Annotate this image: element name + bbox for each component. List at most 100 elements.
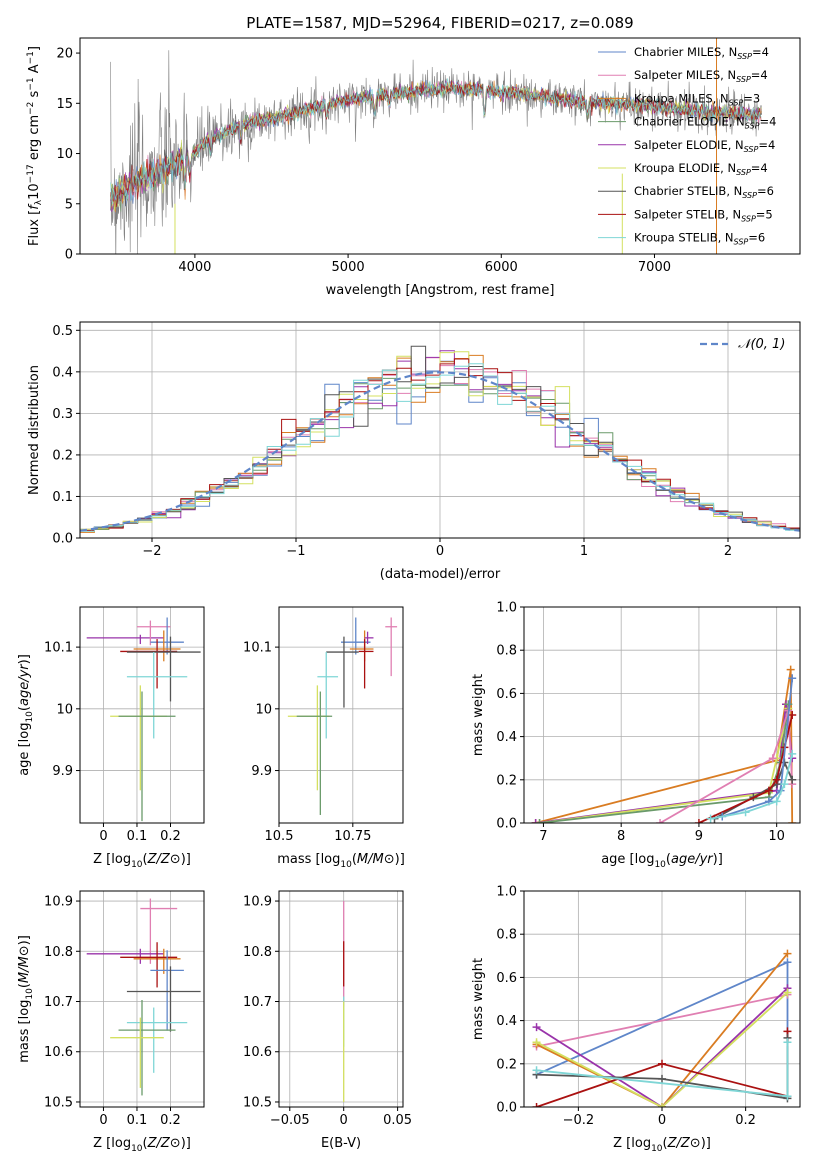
x-axis-label: Z [log10(Z/Z⊙)] [613, 1136, 711, 1154]
y-tick-label: 10.8 [44, 945, 73, 960]
weight-point-salpeter_stelib [764, 786, 773, 795]
y-tick-label: 0.0 [496, 1101, 517, 1116]
axes-frame [278, 890, 404, 1108]
x-tick-label: 0 [99, 1113, 107, 1128]
weight-point-kroupa_elodie [532, 1038, 541, 1047]
weight-point-kroupa_elodie [783, 988, 792, 997]
figure-title: PLATE=1587, MJD=52964, FIBERID=0217, z=0… [246, 14, 633, 32]
y-axis-label: Flux [fλ10−17 erg cm−2 s−1 A−1] [26, 46, 44, 246]
x-axis-label: Z [log10(Z/Z⊙)] [93, 1136, 191, 1154]
weight-point-salpeter_miles [656, 819, 665, 823]
x-tick-label: 0 [658, 1113, 666, 1128]
legend-label: Kroupa ELODIE, NSSP=4 [634, 161, 768, 177]
y-tick-label: 10.5 [44, 1095, 73, 1110]
x-tick-label: −0.05 [270, 1113, 310, 1128]
weight-point-salpeter_stelib [694, 819, 703, 823]
weight-line-kroupa_miles [536, 953, 789, 1107]
weight-point-chabrier_miles [788, 674, 797, 683]
weight-line-kroupa_elodie [536, 991, 789, 1107]
legend-label: Salpeter STELIB, NSSP=5 [634, 207, 773, 223]
mass_vs_Z-marks [86, 898, 201, 1096]
x-tick-label: 0 [340, 1113, 348, 1128]
axes-frame [278, 606, 404, 824]
weight-point-salpeter_stelib [532, 1103, 541, 1107]
y-tick-label: 10 [255, 702, 272, 717]
weight_vs_Z-panel: −0.2 0 0.2 0.0 0.2 0.4 0.6 0.8 1.0 Z [log10(Z/Z⊙)… [471, 885, 801, 1154]
normal-curve [80, 371, 800, 532]
histogram-kroupa_stelib [80, 363, 800, 533]
y-tick-label: 0.5 [52, 324, 73, 339]
axes-frame [79, 37, 801, 255]
age_vs_mass-marks [287, 617, 398, 815]
x-tick-label: 0.2 [160, 829, 181, 844]
spectrum-panel: 4000 5000 6000 7000 0 5 10 15 20 wavelength [Angs… [26, 37, 801, 298]
y-tick-label: 0.8 [496, 928, 517, 943]
y-tick-label: 10.9 [243, 895, 272, 910]
weight-line-salpeter_miles [659, 710, 794, 823]
x-tick-label: −1 [286, 544, 305, 559]
weight-point-chabrier_miles [783, 958, 792, 967]
y-axis-label: mass weight [471, 674, 486, 756]
y-tick-label: 10.9 [44, 895, 73, 910]
y-tick-label: 10.6 [44, 1045, 73, 1060]
y-axis-label: age [log10(age/yr)] [17, 654, 35, 776]
y-tick-label: 0.0 [496, 817, 517, 832]
weight-point-kroupa_stelib [532, 1066, 541, 1075]
weight-line-kroupa_elodie [539, 708, 790, 823]
weight-point-salpeter_stelib [788, 711, 797, 719]
legend-label: 𝒩(0, 1) [738, 337, 785, 352]
y-tick-label: 10.7 [243, 995, 272, 1010]
y-tick-label: 9.9 [52, 764, 73, 779]
mass_vs_Z-panel: 0 0.1 0.2 10.5 10.6 10.7 10.8 10.9 Z [log10(Z/Z⊙… [17, 890, 205, 1154]
x-tick-label: 0 [99, 829, 107, 844]
weight-point-kroupa_stelib [783, 1092, 792, 1101]
x-axis-label: Z [log10(Z/Z⊙)] [93, 852, 191, 870]
x-tick-label: 8 [617, 829, 625, 844]
y-tick-label: 15 [56, 97, 73, 112]
y-tick-label: 0.6 [496, 971, 517, 986]
y-tick-label: 1.0 [496, 885, 517, 900]
weight-point-salpeter_miles [768, 754, 777, 763]
x-tick-label: 7 [539, 829, 547, 844]
x-tick-label: 2 [724, 544, 732, 559]
weight-point-salpeter_stelib [772, 775, 781, 784]
age_vs_Z-marks [86, 617, 201, 822]
x-tick-label: 0 [436, 544, 444, 559]
legend-label: Kroupa STELIB, NSSP=6 [634, 231, 765, 247]
x-tick-label: 10.75 [334, 829, 371, 844]
x-axis-label: age [log10(age/yr)] [601, 852, 723, 870]
spectrum-marks [110, 38, 762, 254]
x-axis-label: wavelength [Angstrom, rest frame] [326, 283, 555, 298]
age_vs_mass-panel: 10.5 10.75 9.9 10 10.1 mass [log10(M/M⊙)] [243, 606, 405, 870]
x-tick-label: 7000 [638, 260, 671, 275]
weight-point-kroupa_stelib [741, 808, 750, 817]
weight_vs_Z-marks [532, 949, 792, 1107]
weight-point-kroupa_stelib [780, 780, 789, 789]
y-tick-label: 10.1 [243, 641, 272, 656]
y-tick-label: 0.2 [52, 448, 73, 463]
weight-point-kroupa_stelib [706, 814, 715, 823]
y-axis-label: Normed distribution [27, 365, 42, 495]
legend-label: Kroupa MILES, NSSP=3 [634, 91, 760, 107]
axes-frame [79, 890, 205, 1108]
legend-label: Chabrier STELIB, NSSP=6 [634, 184, 774, 200]
weight-point-kroupa_miles [788, 819, 797, 823]
y-tick-label: 10.6 [243, 1045, 272, 1060]
legend-label: Salpeter MILES, NSSP=4 [634, 68, 768, 84]
y-tick-label: 0.0 [52, 532, 73, 547]
y-tick-label: 0.3 [52, 407, 73, 422]
weight-point-salpeter_stelib [658, 1059, 666, 1068]
weight-point-chabrier_elodie [535, 819, 544, 823]
x-tick-label: 1 [580, 544, 588, 559]
y-tick-label: 9.9 [251, 764, 272, 779]
weight-point-chabrier_stelib [788, 775, 797, 784]
weight_vs_age-marks [531, 665, 797, 823]
x-tick-label: 0.05 [383, 1113, 412, 1128]
x-tick-label: −0.2 [563, 1113, 595, 1128]
weight-point-kroupa_stelib [783, 1038, 792, 1047]
axes-frame [523, 606, 801, 824]
age_vs_Z-panel: 0 0.1 0.2 9.9 10 10.1 Z [log10(Z/Z⊙)] age [log1… [17, 606, 205, 870]
x-tick-label: 4000 [178, 260, 211, 275]
weight-point-salpeter_elodie [532, 1023, 541, 1032]
y-tick-label: 0.6 [496, 687, 517, 702]
